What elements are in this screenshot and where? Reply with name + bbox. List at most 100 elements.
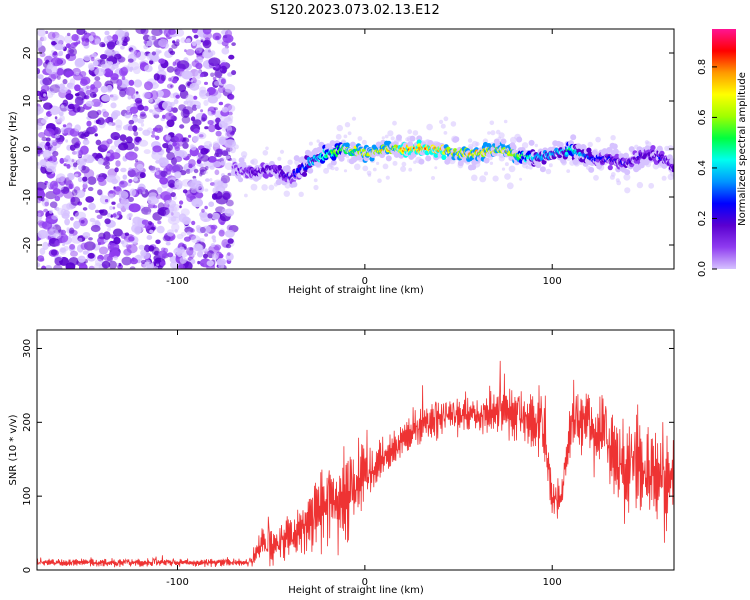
noise-blob bbox=[195, 62, 203, 70]
noise-blob bbox=[116, 79, 123, 87]
noise-blob bbox=[111, 110, 121, 117]
noise-blob bbox=[193, 95, 198, 100]
noise-blob bbox=[208, 201, 215, 207]
noise-blob bbox=[178, 104, 187, 111]
noise-blob bbox=[121, 41, 128, 47]
noise-blob bbox=[174, 156, 183, 163]
noise-blob bbox=[191, 189, 197, 194]
scatter-blob bbox=[489, 120, 495, 126]
noise-blob bbox=[51, 214, 58, 220]
noise-blob bbox=[147, 211, 151, 216]
scatter-blob bbox=[334, 166, 339, 171]
noise-blob bbox=[50, 57, 62, 67]
noise-blob bbox=[219, 156, 226, 166]
colorbar-ticks: 0.0 0.2 0.4 0.6 0.8 bbox=[697, 59, 717, 277]
noise-blob bbox=[41, 136, 48, 142]
scatter-blob bbox=[335, 133, 342, 140]
noise-blob bbox=[129, 266, 136, 269]
noise-blob bbox=[174, 133, 184, 143]
noise-blob bbox=[180, 232, 187, 237]
noise-blob bbox=[206, 260, 214, 267]
ridge-mark bbox=[586, 147, 592, 153]
noise-blob bbox=[94, 38, 101, 45]
noise-blob bbox=[107, 227, 111, 231]
noise-blob bbox=[93, 80, 102, 89]
noise-blob bbox=[153, 104, 158, 108]
noise-blob bbox=[224, 29, 233, 38]
noise-blob bbox=[191, 41, 197, 46]
noise-blob bbox=[102, 111, 110, 118]
noise-blob bbox=[79, 263, 88, 269]
scatter-blob bbox=[566, 169, 571, 174]
noise-blob bbox=[213, 107, 218, 111]
scatter-blob bbox=[384, 134, 389, 139]
noise-blob bbox=[110, 152, 121, 160]
noise-blob bbox=[65, 43, 71, 49]
noise-blob bbox=[221, 40, 229, 47]
noise-blob bbox=[113, 236, 121, 245]
scatter-blob bbox=[439, 119, 444, 124]
noise-blob bbox=[147, 221, 153, 226]
noise-blob bbox=[95, 209, 100, 213]
noise-blob bbox=[172, 40, 176, 44]
noise-blob bbox=[85, 196, 95, 203]
noise-blob bbox=[86, 120, 92, 127]
ridge-mark bbox=[500, 138, 507, 145]
noise-blob bbox=[50, 249, 58, 256]
noise-blob bbox=[85, 89, 91, 96]
noise-blob bbox=[150, 226, 156, 231]
ridge-mark bbox=[572, 158, 579, 165]
noise-blob bbox=[176, 181, 180, 186]
y-tick-label: -20 bbox=[22, 237, 33, 253]
noise-blob bbox=[200, 248, 205, 254]
noise-blob bbox=[166, 229, 174, 237]
noise-blob bbox=[54, 43, 64, 51]
noise-blob bbox=[199, 134, 204, 138]
noise-blob bbox=[103, 160, 111, 167]
noise-blob bbox=[99, 41, 106, 48]
noise-blob bbox=[63, 209, 70, 217]
noise-blob bbox=[88, 265, 95, 269]
ridge-mark bbox=[330, 159, 337, 166]
noise-blob bbox=[217, 39, 224, 45]
scatter-blob bbox=[593, 174, 599, 181]
noise-blob bbox=[190, 235, 201, 244]
noise-blob bbox=[49, 84, 61, 93]
noise-blob bbox=[158, 58, 166, 64]
noise-blob bbox=[82, 207, 88, 211]
noise-blob bbox=[128, 179, 133, 183]
noise-blob bbox=[87, 110, 99, 119]
noise-blob bbox=[120, 167, 127, 173]
noise-blob bbox=[59, 247, 66, 253]
noise-blob bbox=[182, 108, 190, 118]
noise-blob bbox=[218, 229, 225, 237]
noise-blob bbox=[100, 54, 108, 60]
noise-blob bbox=[70, 216, 74, 221]
colorbar-tick-label: 0.6 bbox=[697, 109, 708, 125]
noise-blob bbox=[150, 90, 159, 100]
noise-blob bbox=[198, 186, 202, 191]
noise-blob bbox=[119, 180, 128, 188]
noise-blob bbox=[227, 252, 231, 256]
noise-blob bbox=[192, 119, 202, 126]
noise-blob bbox=[88, 237, 93, 241]
noise-blob bbox=[207, 213, 213, 219]
noise-blob bbox=[220, 78, 226, 85]
noise-blob bbox=[191, 198, 203, 208]
scatter-blob bbox=[251, 158, 258, 166]
spectrogram-y-ticks: -20 -10 0 10 20 bbox=[22, 47, 674, 253]
noise-blob bbox=[115, 160, 121, 167]
colorbar: 0.0 0.2 0.4 0.6 0.8 Normalized spectral ampl… bbox=[697, 29, 748, 277]
noise-blob bbox=[157, 220, 162, 225]
noise-blob bbox=[151, 130, 155, 135]
noise-blob bbox=[82, 183, 88, 190]
noise-blob bbox=[192, 29, 199, 34]
noise-blob bbox=[155, 257, 161, 265]
ridge-mark bbox=[510, 144, 517, 151]
scatter-blob bbox=[667, 173, 674, 181]
noise-blob bbox=[143, 40, 147, 44]
scatter-blob bbox=[471, 174, 478, 182]
noise-blob bbox=[42, 36, 47, 42]
scatter-blob bbox=[443, 131, 448, 135]
